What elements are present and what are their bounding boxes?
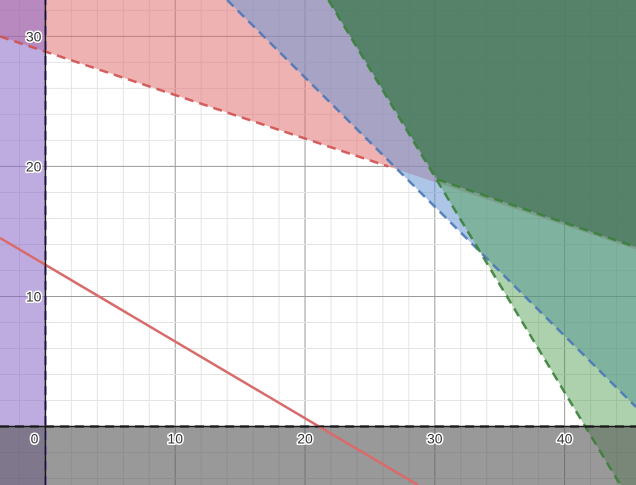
y-tick-label: 30 (26, 28, 42, 44)
purple-region (0, 0, 46, 485)
tick-labels: 0 10 20 30 40 10 20 30 (24, 27, 574, 448)
x-tick-label: 0 (31, 430, 39, 446)
y-tick-label: 10 (26, 288, 42, 304)
x-tick-label: 20 (297, 430, 313, 446)
gray-region (0, 426, 636, 485)
y-tick-label: 20 (26, 158, 42, 174)
x-tick-label: 10 (167, 430, 183, 446)
dark-green-boundary-line[interactable] (437, 178, 636, 249)
red-boundary-line[interactable] (0, 35, 389, 168)
x-tick-label: 40 (557, 430, 573, 446)
dark-green-region (328, 0, 636, 248)
blue-boundary-line[interactable] (226, 0, 636, 408)
red-line[interactable] (0, 236, 419, 485)
green-boundary-line[interactable] (327, 0, 622, 485)
x-tick-label: 30 (427, 430, 443, 446)
